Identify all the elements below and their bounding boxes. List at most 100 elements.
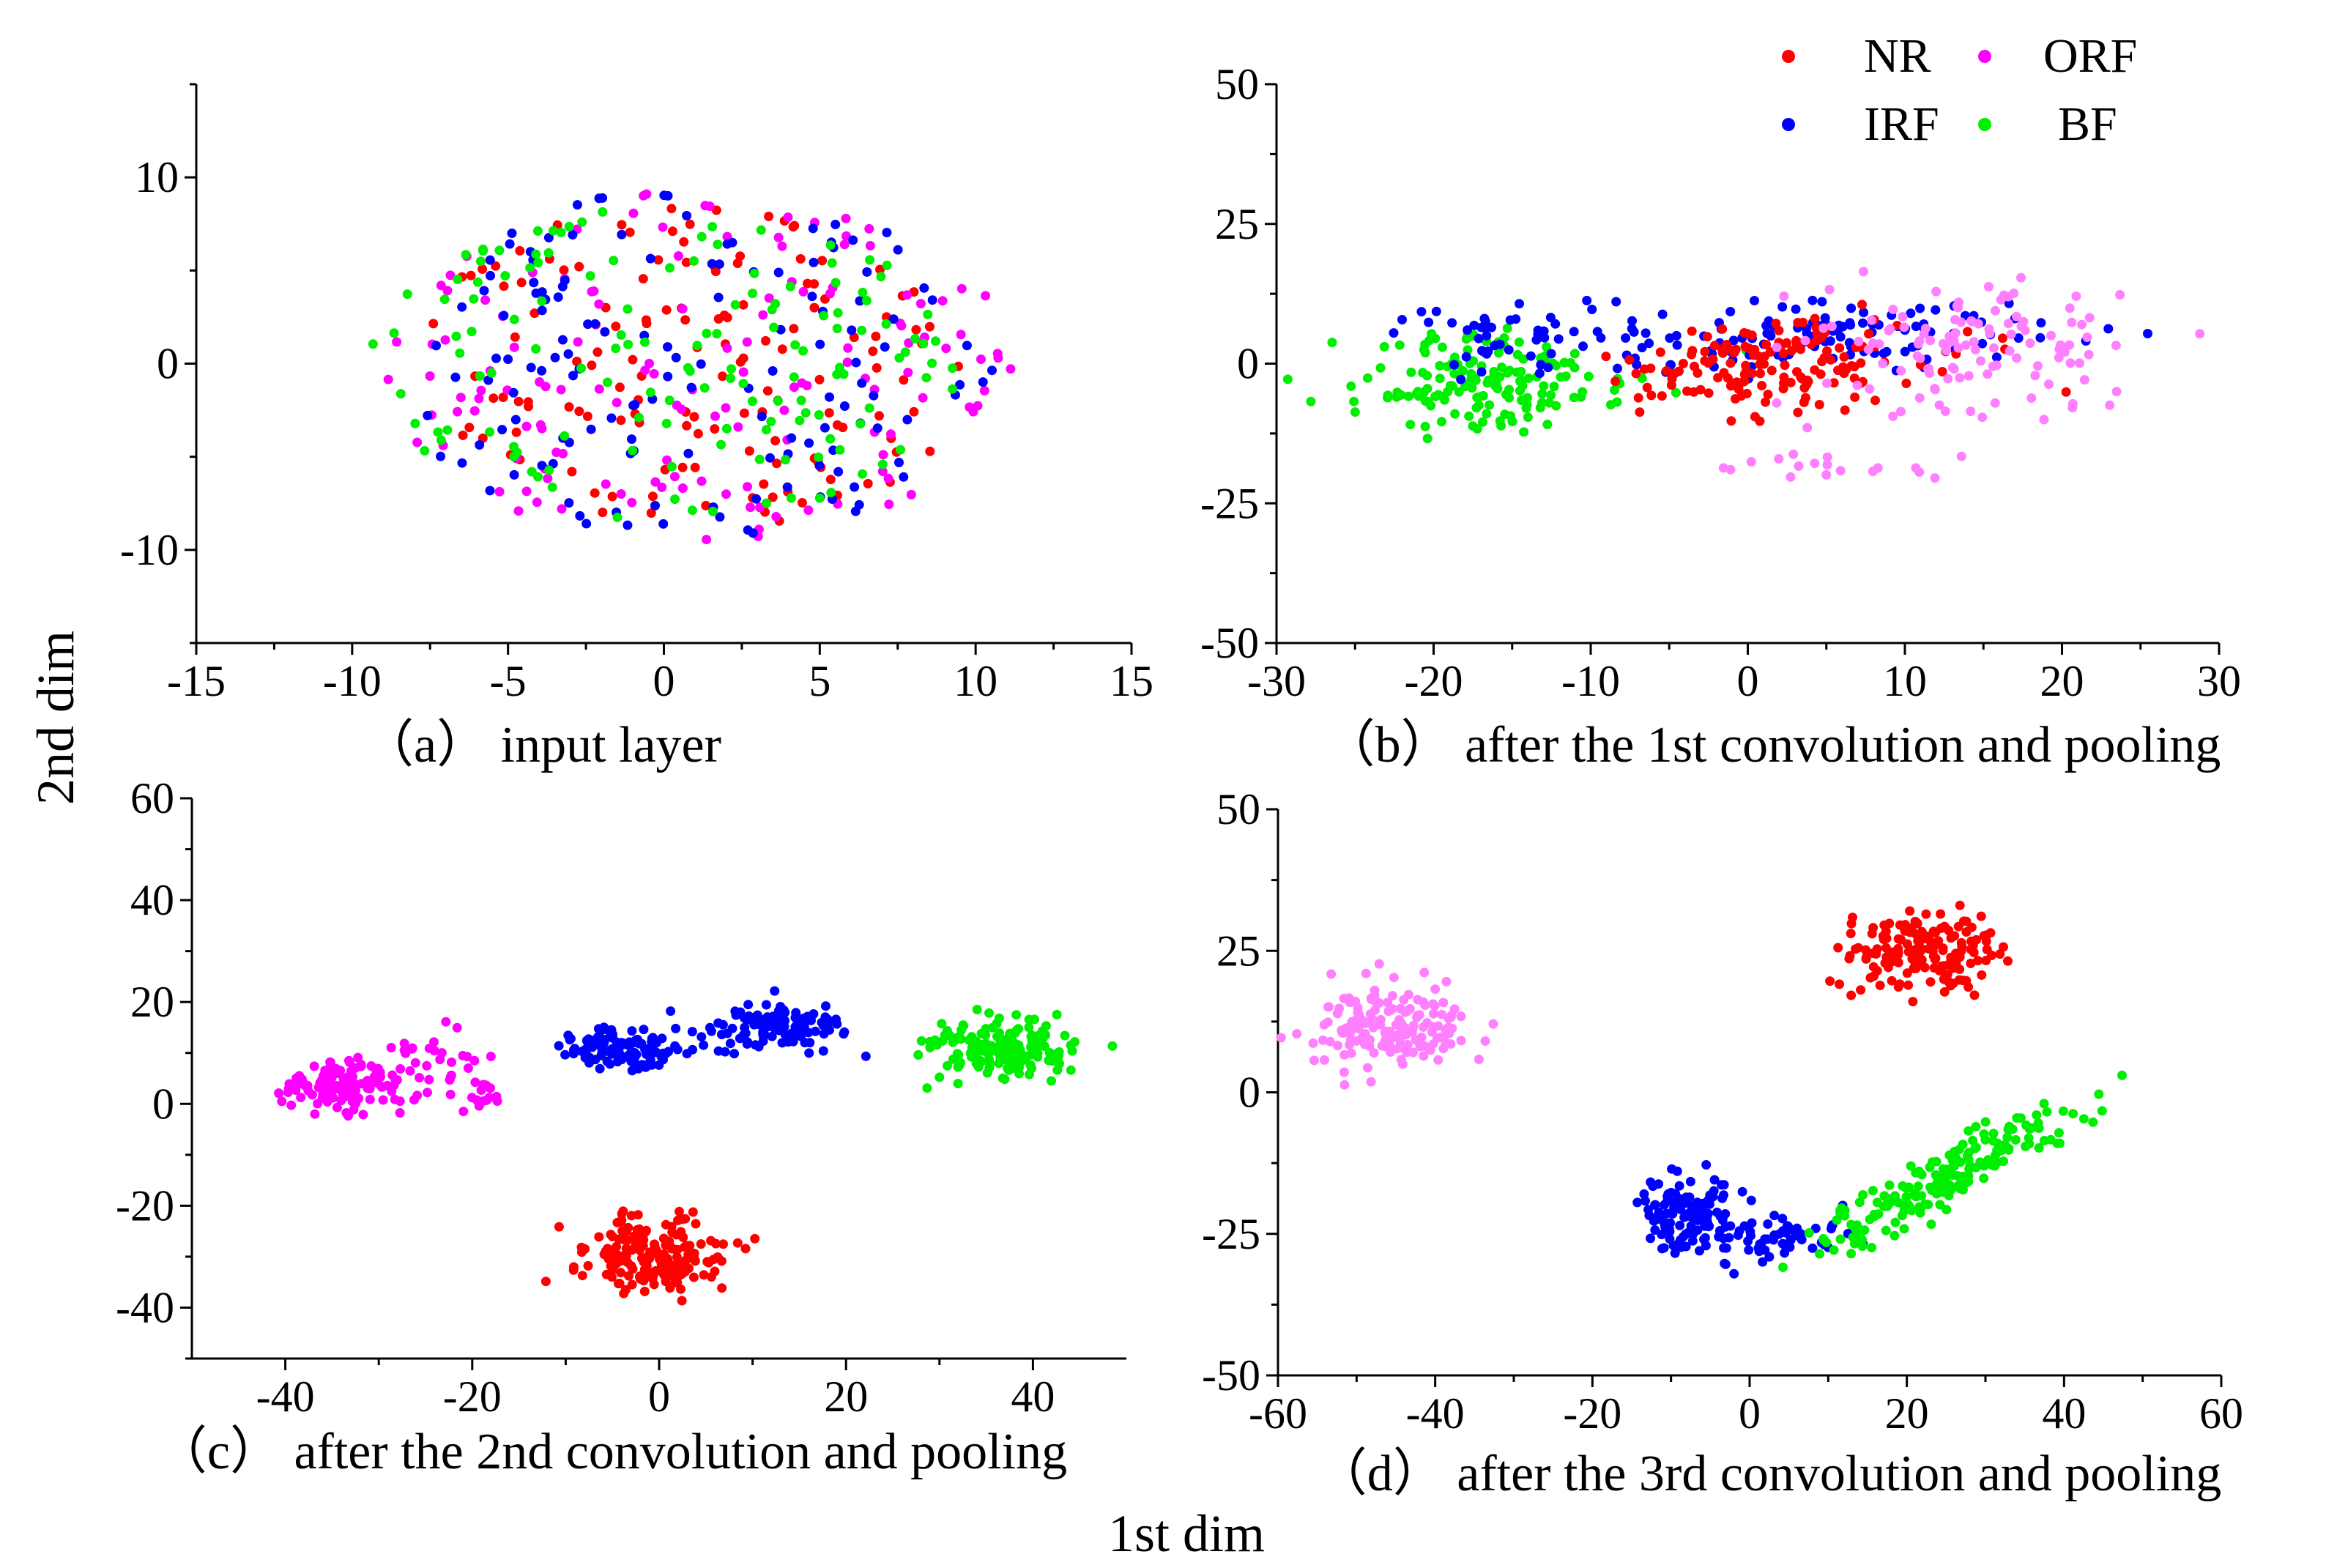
point-bf	[953, 1079, 963, 1088]
point-irf	[1447, 318, 1457, 328]
point-bf	[925, 1042, 935, 1052]
point-orf	[1387, 991, 1397, 1001]
point-bf	[1987, 1160, 1997, 1170]
point-irf	[479, 286, 489, 296]
point-nr	[624, 1271, 633, 1281]
point-orf	[1345, 997, 1355, 1008]
point-orf	[440, 335, 450, 345]
point-bf	[1282, 374, 1293, 384]
point-orf	[1955, 373, 1965, 383]
point-nr	[1966, 922, 1977, 932]
point-orf	[1859, 267, 1868, 277]
point-nr	[592, 347, 603, 357]
point-bf	[1901, 1192, 1911, 1202]
x-tick-label-b: 30	[2197, 657, 2241, 705]
point-nr	[1771, 319, 1781, 329]
x-tick-label-c: 20	[824, 1372, 868, 1421]
point-irf	[839, 401, 850, 411]
point-bf	[1504, 384, 1514, 395]
point-irf	[682, 211, 692, 220]
point-irf	[1747, 1218, 1757, 1228]
point-bf	[1420, 348, 1430, 358]
point-orf	[594, 299, 604, 309]
point-bf	[1886, 1195, 1896, 1205]
point-bf	[1349, 396, 1359, 406]
point-bf	[1890, 1230, 1900, 1241]
point-nr	[609, 1256, 619, 1266]
point-orf	[1325, 1036, 1335, 1047]
point-irf	[872, 423, 883, 434]
point-irf	[563, 349, 573, 359]
point-nr	[464, 423, 475, 433]
point-irf	[671, 1023, 681, 1033]
point-nr	[718, 371, 727, 382]
point-nr	[732, 259, 743, 268]
point-bf	[900, 347, 910, 357]
point-bf	[1835, 1234, 1846, 1244]
point-irf	[1621, 333, 1631, 343]
point-bf	[937, 1019, 947, 1029]
point-irf	[779, 1005, 789, 1015]
caption-c: （c） after the 2nd convolution and poolin…	[156, 1424, 1067, 1480]
point-orf	[452, 1022, 462, 1033]
point-irf	[658, 1048, 668, 1058]
point-bf	[560, 431, 570, 441]
point-orf	[1772, 398, 1782, 408]
point-bf	[485, 427, 495, 437]
point-bf	[1950, 1153, 1961, 1163]
point-irf	[987, 365, 997, 376]
point-irf	[601, 1025, 611, 1035]
x-tick-label-c: 0	[648, 1372, 670, 1421]
point-orf	[1396, 1038, 1405, 1048]
point-orf	[1868, 338, 1878, 349]
point-bf	[475, 256, 486, 267]
point-orf	[1984, 324, 1994, 334]
y-tick-label-b: -50	[1200, 619, 1259, 667]
point-bf	[616, 330, 626, 340]
point-nr	[677, 462, 688, 472]
point-bf	[1107, 1041, 1118, 1051]
point-bf	[475, 371, 485, 381]
point-bf	[439, 294, 450, 305]
point-irf	[423, 410, 433, 420]
point-nr	[1911, 964, 1921, 973]
point-orf	[486, 1052, 496, 1061]
point-orf	[351, 1085, 360, 1096]
point-irf	[529, 278, 539, 288]
point-orf	[1438, 997, 1449, 1008]
point-irf	[686, 382, 696, 393]
point-orf	[540, 382, 551, 392]
point-orf	[2115, 290, 2125, 300]
point-orf	[1384, 1028, 1394, 1037]
point-bf	[1925, 1182, 1935, 1192]
point-irf	[639, 1025, 649, 1035]
point-orf	[2195, 329, 2205, 339]
point-bf	[1041, 1021, 1051, 1031]
point-orf	[1990, 398, 2000, 408]
point-bf	[1489, 371, 1499, 382]
point-bf	[1980, 1117, 1991, 1127]
point-nr	[1778, 349, 1788, 359]
point-orf	[738, 367, 748, 377]
point-orf	[313, 1082, 324, 1093]
point-orf	[322, 1097, 332, 1107]
point-nr	[572, 357, 582, 366]
point-orf	[341, 1108, 352, 1118]
point-nr	[1890, 951, 1899, 962]
point-bf	[798, 346, 808, 356]
point-nr	[1982, 945, 1992, 954]
point-nr	[685, 219, 695, 229]
point-orf	[1772, 342, 1782, 352]
point-orf	[1888, 411, 1898, 421]
point-nr	[1958, 916, 1969, 926]
point-nr	[672, 1252, 682, 1262]
point-bf	[692, 341, 702, 351]
point-bf	[453, 275, 463, 284]
point-irf	[1717, 1193, 1728, 1203]
point-bf	[548, 226, 558, 236]
point-bf	[1854, 1197, 1865, 1208]
point-irf	[1728, 335, 1739, 346]
point-irf	[808, 223, 818, 234]
point-irf	[645, 1056, 655, 1066]
point-nr	[1861, 945, 1870, 955]
